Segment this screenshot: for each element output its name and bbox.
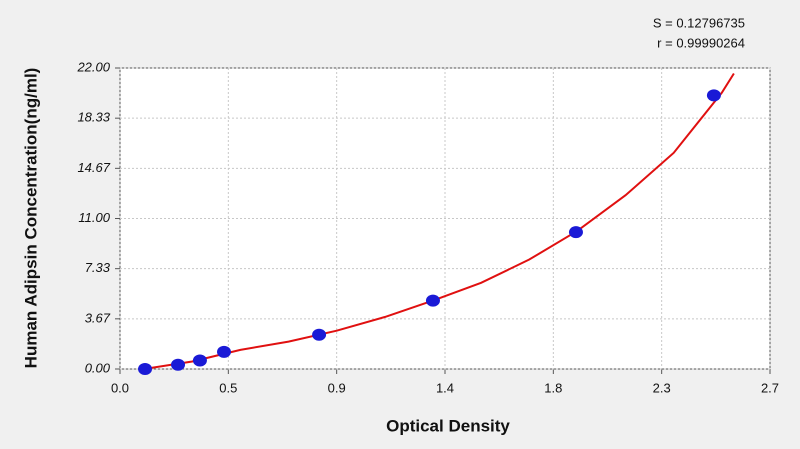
x-tick-label: 2.3: [653, 380, 671, 395]
fit-curve: [143, 72, 735, 369]
x-tick-label: 0.5: [219, 380, 237, 395]
y-tick-label: 11.00: [78, 210, 110, 225]
x-axis-label: Optical Density: [386, 416, 510, 435]
y-axis-label: Human Adipsin Concentration(ng/ml): [21, 68, 40, 369]
y-tick-label: 7.33: [85, 260, 111, 275]
y-tick-label: 22.00: [76, 59, 110, 74]
data-point: [192, 354, 207, 367]
annotation: r = 0.99990264: [657, 35, 745, 50]
data-point: [171, 358, 186, 371]
x-tick-label: 0.0: [111, 380, 129, 395]
data-point: [568, 226, 583, 239]
data-point: [138, 363, 153, 375]
y-tick-label: 14.67: [77, 160, 110, 175]
annotation: S = 0.12796735: [653, 15, 745, 30]
y-tick-label: 0.00: [85, 360, 111, 375]
y-tick-label: 3.67: [85, 310, 111, 325]
x-tick-label: 1.8: [544, 380, 562, 395]
x-tick-label: 0.9: [328, 380, 346, 395]
data-point: [706, 89, 721, 102]
data-point: [425, 294, 440, 307]
data-point: [217, 345, 231, 358]
x-tick-label: 1.4: [436, 380, 454, 395]
y-tick-label: 18.33: [77, 110, 110, 125]
data-point: [312, 328, 327, 341]
x-tick-label: 2.7: [761, 380, 779, 395]
